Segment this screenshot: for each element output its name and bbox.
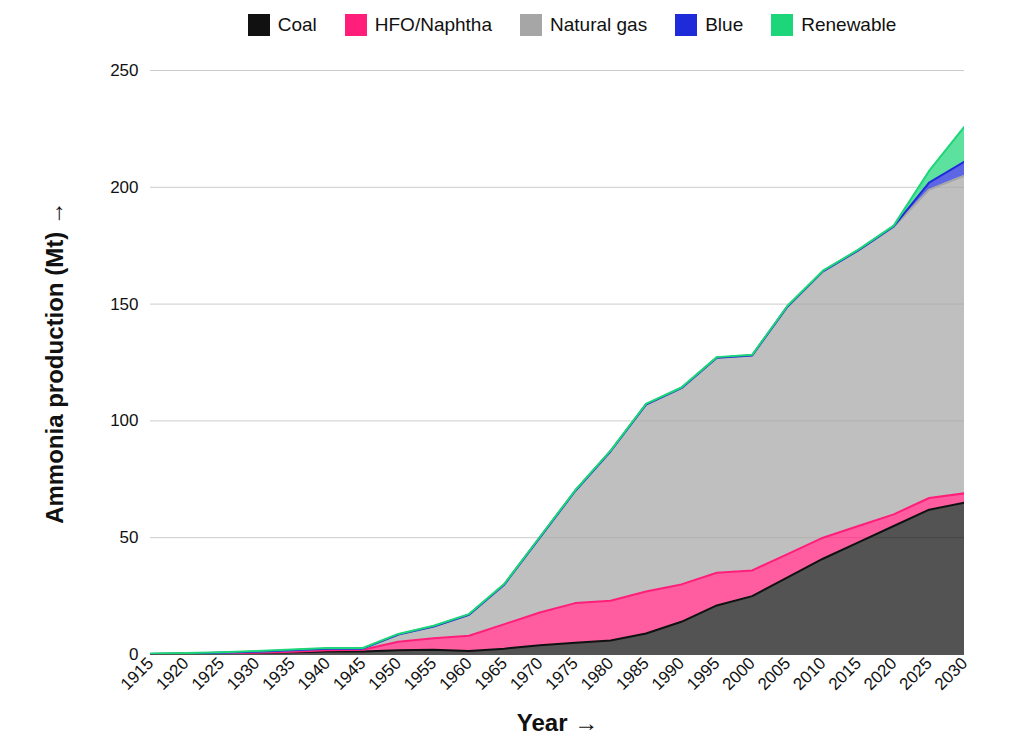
svg-text:2010: 2010 [789,654,829,694]
html-text:Natural gas: Natural gas [550,14,648,35]
svg-text:1920: 1920 [152,654,192,694]
svg-text:200: 200 [110,178,138,197]
svg-text:250: 250 [110,61,138,80]
svg-text:2020: 2020 [860,654,900,694]
svg-text:1945: 1945 [329,654,369,694]
svg-text:1950: 1950 [365,654,405,694]
svg-text:1970: 1970 [506,654,546,694]
svg-text:Ammonia production (Mt) →: Ammonia production (Mt) → [41,201,68,524]
svg-text:1975: 1975 [542,654,582,694]
html-text:HFO/Naphtha: HFO/Naphtha [374,14,492,35]
svg-text:2015: 2015 [825,654,865,694]
svg-text:1940: 1940 [294,654,334,694]
html-text:Coal: Coal [277,14,317,35]
html-text:Blue: Blue [705,14,744,35]
svg-text:2025: 2025 [896,654,936,694]
svg-text:1960: 1960 [436,654,476,694]
svg-text:50: 50 [120,528,139,547]
svg-text:1955: 1955 [400,654,440,694]
svg-text:2000: 2000 [719,654,759,694]
html-text:Renewable: Renewable [801,14,897,35]
svg-text:100: 100 [110,411,138,430]
svg-text:1915: 1915 [117,654,157,694]
svg-text:Year →: Year → [517,709,598,736]
svg-text:1930: 1930 [223,654,263,694]
svg-text:1965: 1965 [471,654,511,694]
svg-text:150: 150 [110,295,138,314]
svg-text:0: 0 [129,644,139,664]
svg-text:1980: 1980 [577,654,617,694]
svg-text:1935: 1935 [259,654,299,694]
svg-text:1925: 1925 [188,654,228,694]
svg-text:2030: 2030 [931,654,971,694]
svg-text:1995: 1995 [683,654,723,694]
svg-text:1990: 1990 [648,654,688,694]
svg-text:1985: 1985 [612,654,652,694]
svg-text:2005: 2005 [754,654,794,694]
